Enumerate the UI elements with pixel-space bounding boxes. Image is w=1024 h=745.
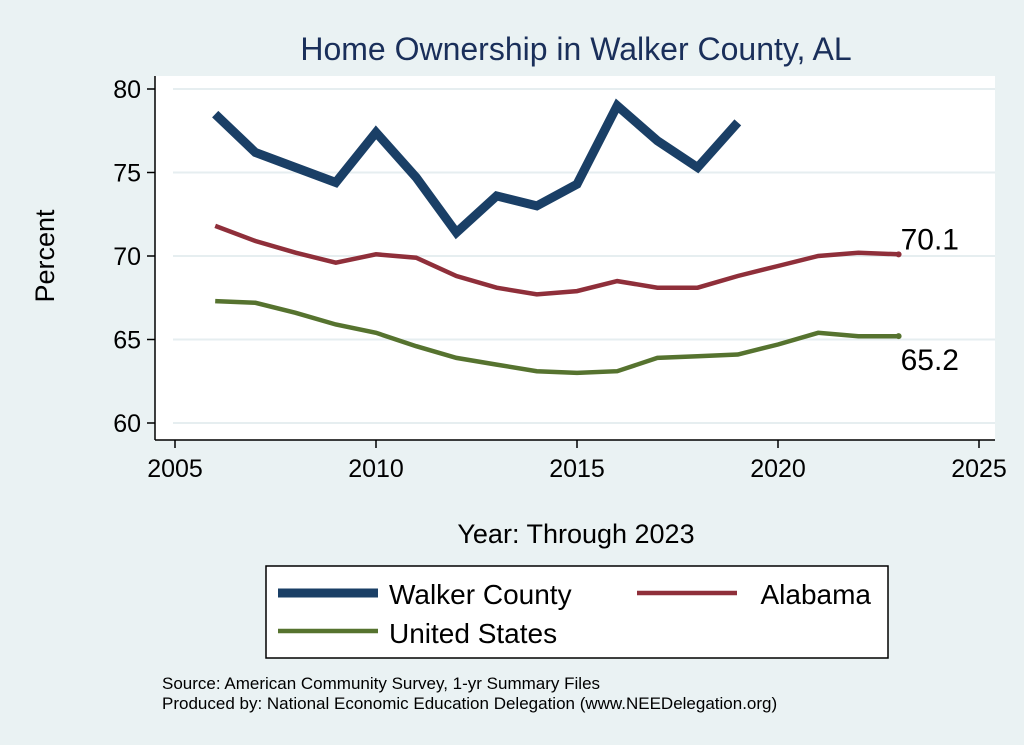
y-tick-label: 60 [113,410,141,438]
y-axis-title: Percent [30,209,60,303]
x-tick-label: 2015 [549,455,605,483]
end-value-labels: 70.1 65.2 [895,223,959,377]
y-tick-label: 75 [113,160,141,188]
legend-label-alabama: Alabama [760,579,871,610]
end-value-label-united-states: 65.2 [901,344,959,377]
source-note: Source: American Community Survey, 1-yr … [162,674,600,693]
legend: Walker County Alabama United States [265,565,889,659]
plot-area [155,76,995,440]
x-tick-label: 2005 [147,455,203,483]
axes: 60 65 70 75 80 2005 2010 2015 2020 2025 [113,76,1007,483]
legend-label-walker-county: Walker County [389,579,572,610]
x-tick-label: 2020 [750,455,806,483]
x-tick-label: 2025 [951,455,1007,483]
end-value-label-alabama: 70.1 [901,223,959,256]
x-tick-label: 2010 [348,455,404,483]
y-tick-label: 70 [113,243,141,271]
chart-title: Home Ownership in Walker County, AL [300,31,851,67]
series-lines [212,98,899,376]
legend-label-united-states: United States [389,618,557,649]
legend-box [265,565,889,659]
y-tick-label: 65 [113,327,141,355]
series-line-united-states [215,298,899,376]
end-point-marker [895,251,902,258]
end-point-marker [895,333,902,340]
produced-by-note: Produced by: National Economic Education… [162,694,777,713]
y-tick-label: 80 [113,76,141,104]
x-axis-title: Year: Through 2023 [457,519,694,549]
series-line-walker-county [212,98,742,240]
series-line-alabama [214,223,899,297]
